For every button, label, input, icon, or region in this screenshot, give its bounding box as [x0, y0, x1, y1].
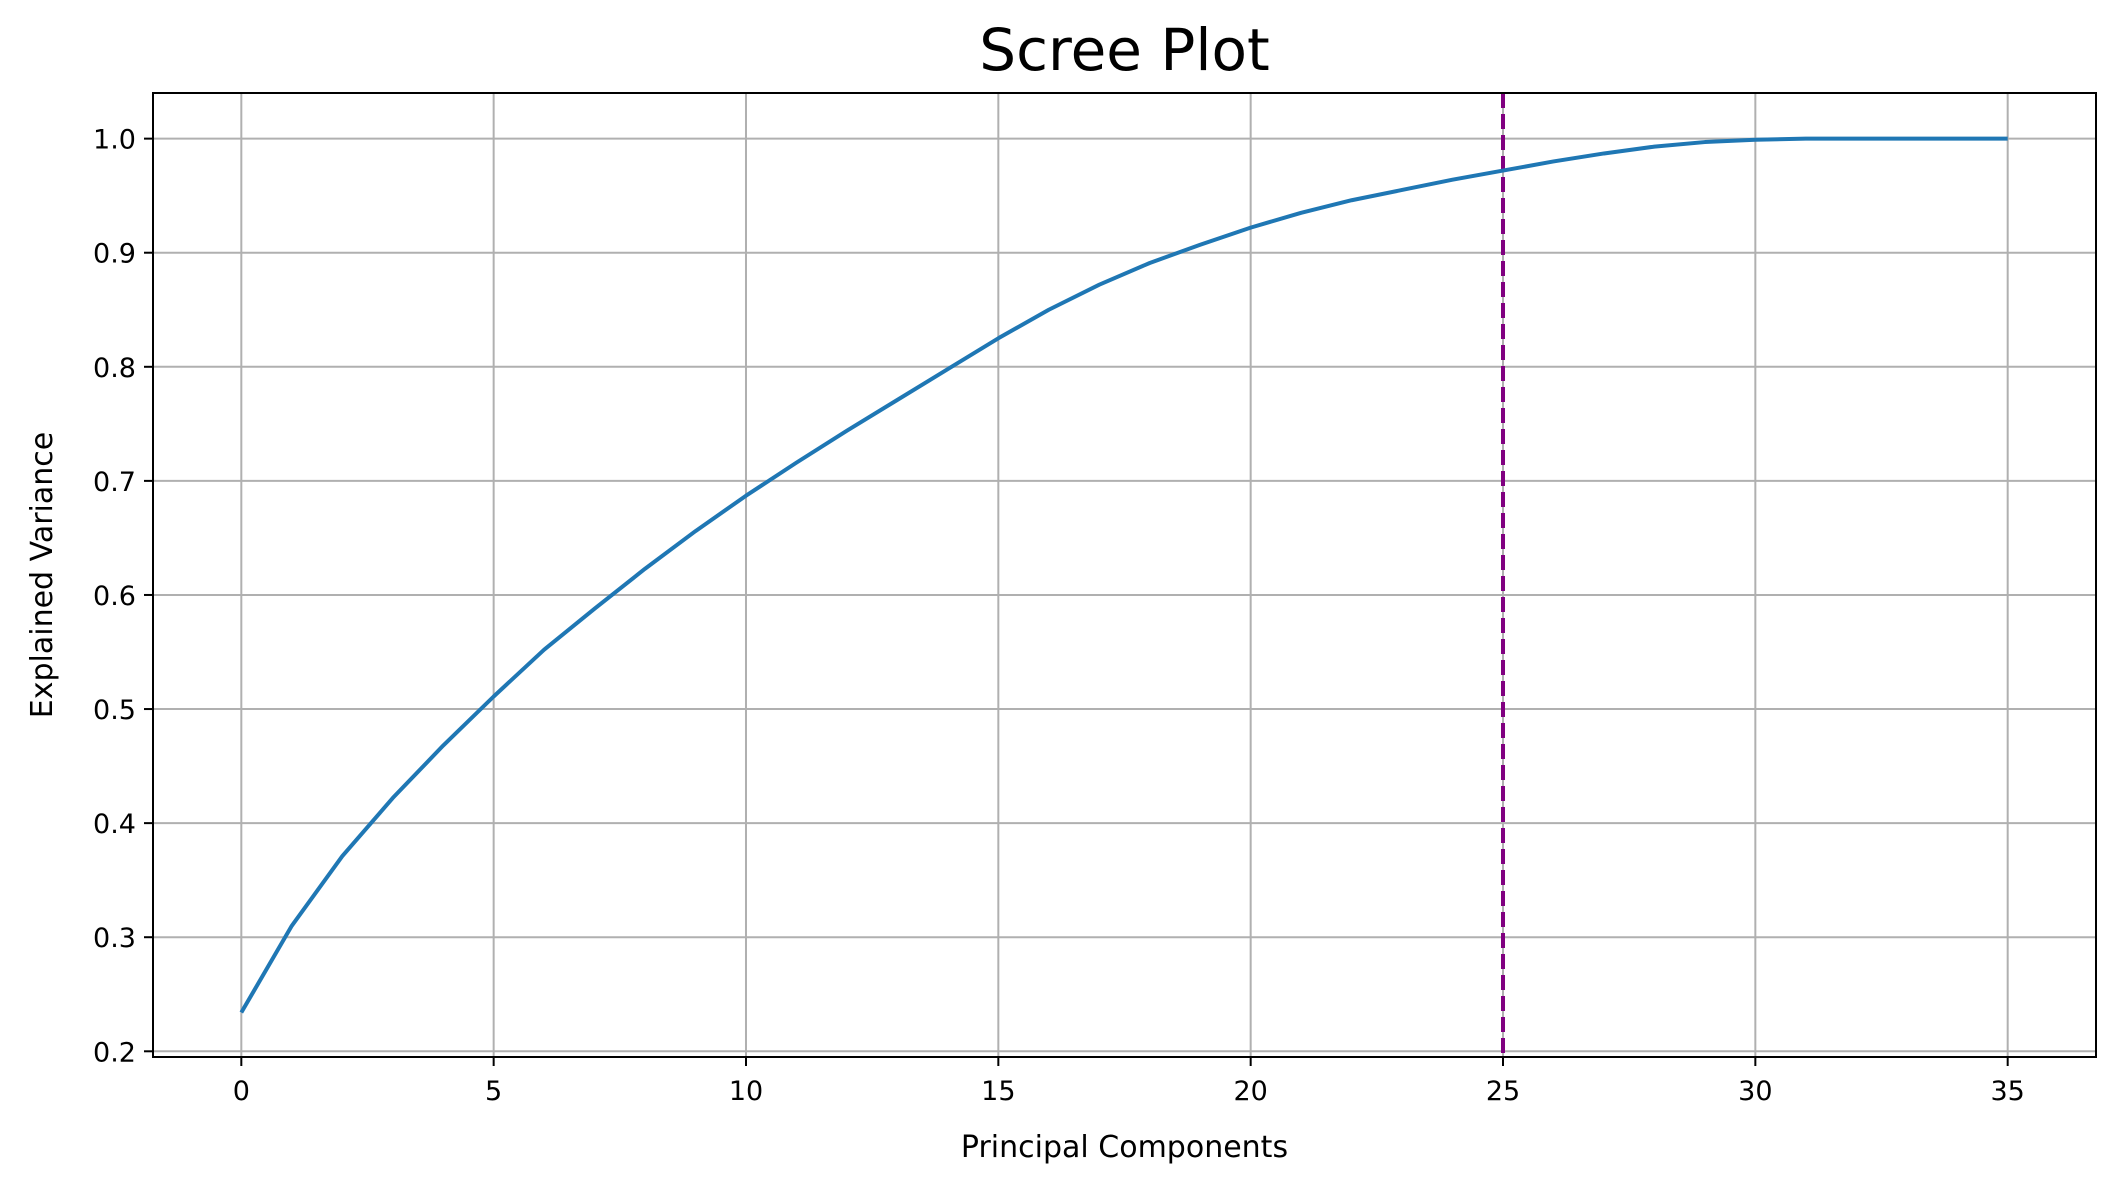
x-tick-label: 35	[1991, 1076, 2025, 1107]
y-tick-label: 0.5	[93, 695, 136, 726]
axis-ticks: 0 5 10 15 20 25 30 35 0.2 0.3 0.4 0.5 0.6 0.7 0.8 0.9 1.…	[93, 125, 2025, 1107]
x-tick-label: 25	[1486, 1076, 1520, 1107]
x-tick-label: 15	[981, 1076, 1015, 1107]
explained-variance-line	[239, 136, 2008, 1014]
y-tick-label: 0.6	[93, 581, 136, 612]
y-tick-label: 0.3	[93, 923, 136, 954]
series-group	[239, 136, 2008, 1014]
y-tick-label: 0.4	[93, 809, 136, 840]
y-tick-label: 1.0	[93, 125, 136, 156]
plot-area-frame	[152, 92, 2097, 1058]
x-axis-label: Principal Components	[961, 1130, 1288, 1165]
y-tick-label: 0.8	[93, 353, 136, 384]
y-tick-label: 0.2	[93, 1037, 136, 1068]
y-axis-label: Explained Variance	[25, 432, 60, 718]
chart-title: Scree Plot	[979, 16, 1269, 84]
x-tick-label: 30	[1738, 1076, 1772, 1107]
x-tick-label: 20	[1233, 1076, 1267, 1107]
x-tick-label: 10	[729, 1076, 763, 1107]
x-tick-label: 0	[233, 1076, 250, 1107]
x-tick-label: 5	[485, 1076, 502, 1107]
y-tick-label: 0.7	[93, 467, 136, 498]
y-tick-label: 0.9	[93, 239, 136, 270]
